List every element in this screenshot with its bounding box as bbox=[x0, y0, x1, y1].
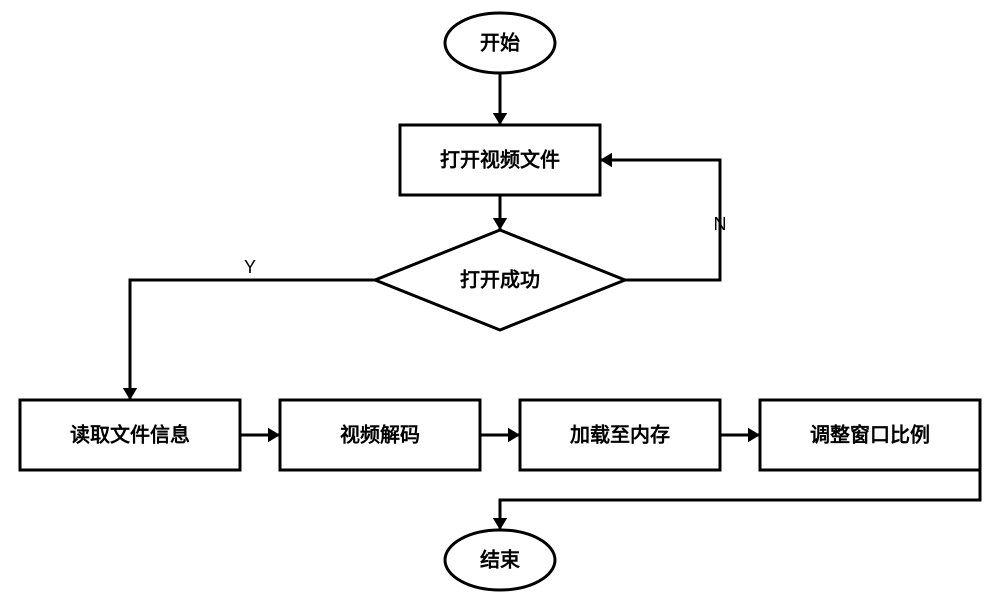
node-label-read: 读取文件信息 bbox=[70, 422, 190, 446]
edge-e3_N bbox=[600, 160, 720, 280]
node-label-decision: 打开成功 bbox=[460, 267, 540, 291]
flowchart-canvas: 开始打开视频文件打开成功读取文件信息 视频解码 加载至内存 调整窗口比例结束 N Y bbox=[0, 0, 1000, 604]
node-label-start: 开始 bbox=[480, 30, 520, 54]
edge-label-e3_N: N bbox=[714, 214, 727, 234]
node-label-adjust: 调整窗口比例 bbox=[810, 422, 930, 446]
edge-e4_Y bbox=[130, 280, 375, 400]
node-label-end: 结束 bbox=[480, 547, 521, 571]
node-label-decode: 视频解码 bbox=[340, 422, 420, 446]
edge-e8 bbox=[500, 470, 980, 530]
edge-label-e4_Y: Y bbox=[244, 257, 256, 277]
node-label-open: 打开视频文件 bbox=[440, 147, 560, 171]
node-label-load: 加载至内存 bbox=[569, 422, 670, 446]
